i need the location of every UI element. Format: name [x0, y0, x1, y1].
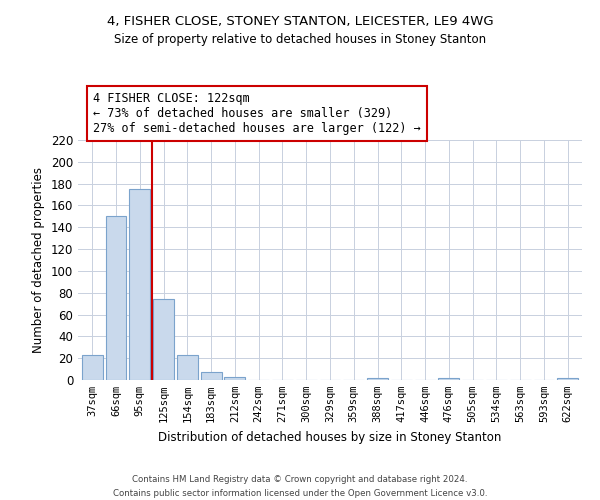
- Text: 4, FISHER CLOSE, STONEY STANTON, LEICESTER, LE9 4WG: 4, FISHER CLOSE, STONEY STANTON, LEICEST…: [107, 15, 493, 28]
- Bar: [200, 372, 221, 380]
- Bar: [153, 300, 174, 380]
- Bar: [130, 189, 150, 380]
- Y-axis label: Number of detached properties: Number of detached properties: [32, 167, 45, 353]
- Bar: [439, 378, 460, 380]
- Bar: [82, 355, 103, 380]
- Text: 4 FISHER CLOSE: 122sqm
← 73% of detached houses are smaller (329)
27% of semi-de: 4 FISHER CLOSE: 122sqm ← 73% of detached…: [93, 92, 421, 135]
- Bar: [367, 378, 388, 380]
- Bar: [224, 376, 245, 380]
- Text: Contains HM Land Registry data © Crown copyright and database right 2024.
Contai: Contains HM Land Registry data © Crown c…: [113, 476, 487, 498]
- Bar: [557, 378, 578, 380]
- Bar: [177, 355, 198, 380]
- X-axis label: Distribution of detached houses by size in Stoney Stanton: Distribution of detached houses by size …: [158, 430, 502, 444]
- Bar: [106, 216, 127, 380]
- Text: Size of property relative to detached houses in Stoney Stanton: Size of property relative to detached ho…: [114, 32, 486, 46]
